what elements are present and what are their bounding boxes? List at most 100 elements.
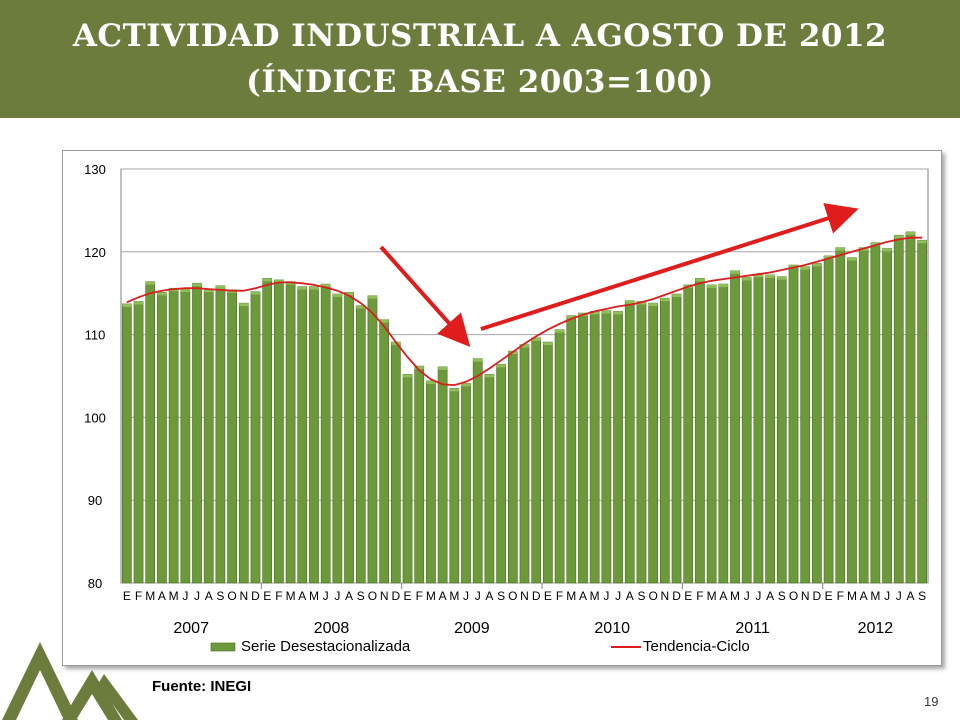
month-tick-label: S	[918, 589, 926, 603]
legend-swatch-bars	[210, 642, 236, 652]
data-bar-cap	[917, 240, 927, 244]
month-tick-label: J	[463, 589, 469, 603]
month-tick-label: M	[145, 589, 155, 603]
data-bar-cap	[824, 255, 834, 259]
month-tick-label: A	[766, 589, 774, 603]
data-bar	[332, 293, 343, 584]
data-bar	[905, 231, 916, 584]
data-bar-cap	[356, 305, 366, 309]
month-tick-label: S	[778, 589, 786, 603]
data-bar	[285, 281, 296, 584]
data-bar	[274, 279, 284, 584]
data-bar	[437, 366, 448, 584]
trend-line	[126, 236, 923, 387]
data-bar	[893, 234, 904, 584]
data-bar-cap	[204, 289, 214, 293]
data-bar-cap	[555, 329, 565, 333]
month-tick-label: J	[884, 589, 890, 603]
month-tick-label: F	[135, 589, 142, 603]
data-bar-cap	[894, 235, 904, 239]
data-bar-cap	[519, 344, 530, 348]
month-tick-label: M	[707, 589, 717, 603]
month-tick-label: A	[345, 589, 353, 603]
data-bar	[238, 302, 249, 584]
data-bar	[250, 291, 261, 584]
data-bar-cap	[426, 380, 436, 384]
data-bar	[390, 341, 401, 584]
slide-title: ACTIVIDAD INDUSTRIAL A AGOSTO DE 2012	[72, 18, 888, 54]
month-tick-label: F	[275, 589, 282, 603]
y-tick-label: 80	[88, 576, 102, 591]
slide-subtitle: (ÍNDICE BASE 2003=100)	[246, 64, 714, 100]
month-tick-label: A	[626, 589, 634, 603]
month-tick-label: O	[789, 589, 798, 603]
data-bar	[847, 257, 857, 584]
data-bar	[578, 312, 588, 584]
data-bar	[636, 301, 647, 584]
chart-frame: 130 120 110 100 90 80 E F M A M J J A S O N D E F M A M J J A S O N D…	[62, 150, 942, 666]
data-bar-cap	[730, 270, 740, 274]
data-bar-cap	[332, 294, 342, 298]
data-bar-cap	[718, 284, 728, 288]
month-tick-label: F	[696, 589, 703, 603]
month-tick-label: J	[323, 589, 329, 603]
month-tick-label: M	[169, 589, 179, 603]
year-label: 2008	[314, 620, 350, 637]
y-tick-label: 130	[84, 162, 106, 177]
year-label: 2009	[454, 620, 490, 637]
data-bar-cap	[250, 291, 261, 295]
data-bar-cap	[882, 248, 892, 252]
data-bar	[788, 264, 799, 584]
data-bar	[355, 305, 366, 584]
month-tick-label: E	[404, 589, 412, 603]
data-bar	[157, 292, 167, 584]
month-tick-label: M	[847, 589, 857, 603]
y-tick-label: 120	[84, 245, 106, 260]
month-tick-label: E	[263, 589, 271, 603]
month-tick-label: J	[334, 589, 340, 603]
data-bar-cap	[239, 303, 249, 307]
month-tick-label: D	[672, 589, 681, 603]
data-bar	[765, 274, 775, 584]
data-bar-cap	[847, 257, 857, 261]
data-bar-cap	[905, 231, 916, 235]
month-tick-label: J	[615, 589, 621, 603]
month-tick-label: S	[497, 589, 505, 603]
data-bar	[297, 286, 308, 584]
bar-series	[121, 231, 928, 584]
month-tick-label: N	[239, 589, 248, 603]
month-tick-label: F	[556, 589, 563, 603]
data-bar	[507, 350, 518, 584]
data-bar	[835, 247, 846, 584]
data-bar	[800, 266, 811, 584]
data-bar-cap	[180, 289, 190, 293]
data-bar	[121, 303, 132, 584]
month-tick-label: S	[216, 589, 224, 603]
data-bar-cap	[742, 277, 752, 281]
data-bar	[344, 292, 354, 584]
month-tick-label: M	[566, 589, 576, 603]
month-tick-label: E	[684, 589, 692, 603]
data-bar	[227, 289, 237, 584]
recovery-arrow	[480, 203, 859, 331]
data-bar-cap	[788, 265, 799, 269]
data-bar-cap	[344, 292, 354, 296]
data-bar	[367, 295, 378, 584]
data-bar	[776, 276, 787, 584]
trend-line-series	[126, 236, 923, 387]
data-bar	[309, 286, 319, 584]
data-bar-cap	[601, 310, 611, 314]
month-tick-label: M	[449, 589, 459, 603]
data-bar-cap	[438, 366, 448, 370]
month-tick-label: A	[860, 589, 868, 603]
data-bar	[192, 282, 202, 584]
data-bar-cap	[812, 263, 822, 267]
month-tick-label: N	[520, 589, 529, 603]
data-bar-cap	[262, 278, 272, 282]
data-bar	[706, 284, 717, 584]
data-bar	[484, 374, 495, 584]
data-bar	[472, 358, 483, 584]
data-bar	[320, 283, 331, 584]
month-tick-label: D	[813, 589, 822, 603]
